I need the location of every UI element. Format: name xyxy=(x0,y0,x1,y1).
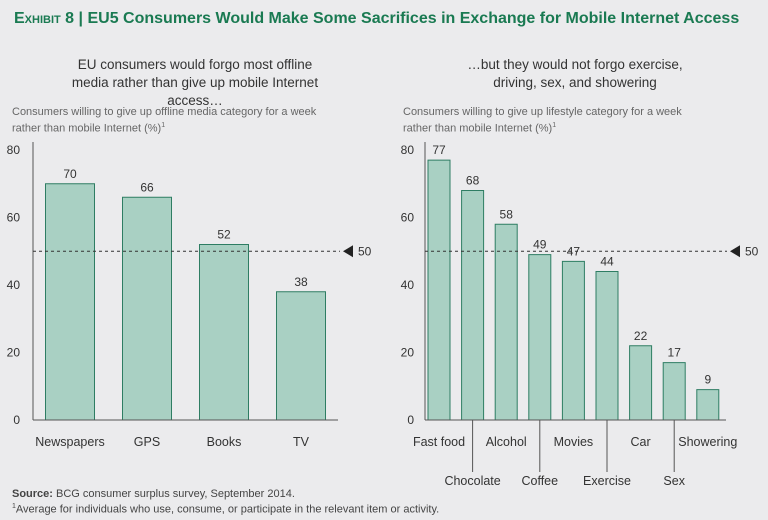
right-data-label: 68 xyxy=(466,174,480,188)
left-category-label: Books xyxy=(207,435,242,449)
left-y-tick-label: 40 xyxy=(7,278,21,292)
right-category-label: Exercise xyxy=(583,474,631,488)
right-y-label-text: Consumers willing to give up lifestyle c… xyxy=(403,106,682,135)
left-data-label: 70 xyxy=(63,167,77,181)
left-reference-marker-icon xyxy=(343,245,353,258)
right-y-label-sup: 1 xyxy=(552,122,557,129)
right-y-tick-label: 80 xyxy=(401,143,415,157)
left-chart-subtitle: EU consumers would forgo most offline me… xyxy=(71,57,319,108)
source-label: Source: xyxy=(12,488,53,500)
left-category-label: TV xyxy=(293,435,310,449)
left-data-label: 38 xyxy=(294,275,308,289)
source-note: Source: BCG consumer surplus survey, Sep… xyxy=(12,488,295,500)
footnote-sup: 1 xyxy=(12,503,16,510)
footnote-text: Average for individuals who use, consume… xyxy=(15,503,440,516)
right-y-tick-label: 20 xyxy=(401,346,415,360)
left-y-label-sup: 1 xyxy=(161,122,166,129)
right-bar-exercise xyxy=(595,271,619,421)
right-category-label: Fast food xyxy=(413,435,465,449)
left-data-label: 66 xyxy=(140,180,154,194)
right-bar-alcohol xyxy=(494,223,518,421)
right-category-label: Sex xyxy=(663,474,685,488)
right-bar-car xyxy=(629,345,653,421)
exhibit-number: Exhibit 8 xyxy=(14,10,75,27)
right-category-label: Alcohol xyxy=(486,435,527,449)
exhibit-title: Exhibit 8 | EU5 Consumers Would Make Som… xyxy=(14,8,754,29)
right-reference-marker-icon xyxy=(730,245,740,258)
left-bar-tv xyxy=(276,291,326,421)
right-data-label: 22 xyxy=(634,329,648,343)
right-y-axis-label: Consumers willing to give up lifestyle c… xyxy=(403,106,703,136)
left-y-label-text: Consumers willing to give up offline med… xyxy=(12,106,317,135)
left-data-label: 52 xyxy=(217,228,231,242)
right-y-tick-label: 0 xyxy=(407,413,414,427)
right-data-label: 9 xyxy=(704,373,711,387)
right-bar-sex xyxy=(662,362,686,421)
left-category-label: Newspapers xyxy=(35,435,104,449)
left-y-tick-label: 80 xyxy=(7,143,21,157)
right-bar-movies xyxy=(561,260,585,421)
right-bar-coffee xyxy=(528,254,552,421)
right-category-label: Coffee xyxy=(521,474,558,488)
title-text: EU5 Consumers Would Make Some Sacrifices… xyxy=(87,10,740,27)
right-bar-showering xyxy=(696,389,720,421)
right-category-label: Chocolate xyxy=(444,474,500,488)
left-y-tick-label: 20 xyxy=(7,346,21,360)
left-bar-books xyxy=(199,244,249,421)
right-data-label: 44 xyxy=(600,255,614,269)
right-y-tick-label: 60 xyxy=(401,211,415,225)
left-bar-gps xyxy=(122,196,172,421)
left-bar-newspapers xyxy=(45,183,95,421)
left-y-axis-label: Consumers willing to give up offline med… xyxy=(12,106,342,136)
left-y-tick-label: 60 xyxy=(7,211,21,225)
right-data-label: 49 xyxy=(533,238,547,252)
right-bar-fast-food xyxy=(427,159,451,421)
right-bar-chocolate xyxy=(461,190,485,421)
right-data-label: 17 xyxy=(668,346,682,360)
right-category-label: Movies xyxy=(554,435,594,449)
right-category-label: Car xyxy=(631,435,651,449)
right-data-label: 47 xyxy=(567,244,581,258)
right-data-label: 58 xyxy=(500,207,514,221)
left-y-tick-label: 0 xyxy=(13,413,20,427)
right-chart-subtitle: …but they would not forgo exercise, driv… xyxy=(467,57,683,90)
right-y-tick-label: 40 xyxy=(401,278,415,292)
footnote: 1Average for individuals who use, consum… xyxy=(12,503,439,516)
left-reference-label: 50 xyxy=(358,244,372,258)
left-category-label: GPS xyxy=(134,435,160,449)
right-category-label: Showering xyxy=(678,435,737,449)
source-text: BCG consumer surplus survey, September 2… xyxy=(56,488,295,500)
title-separator: | xyxy=(78,10,84,27)
right-reference-label: 50 xyxy=(745,244,759,258)
right-data-label: 77 xyxy=(432,143,446,157)
